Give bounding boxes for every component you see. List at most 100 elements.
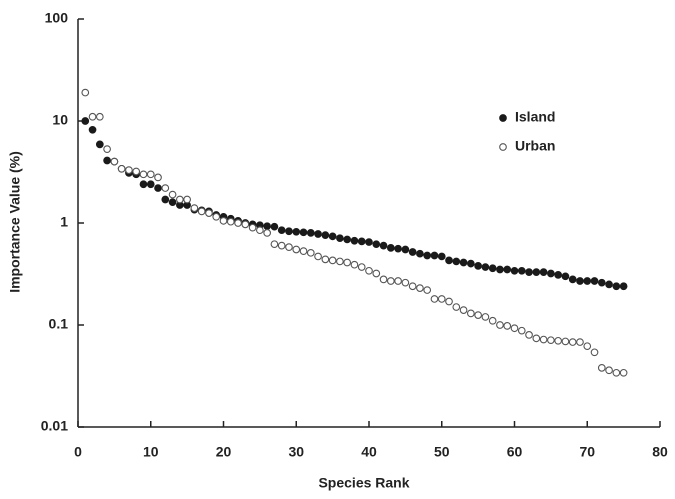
point (343, 258, 352, 267)
point (467, 309, 475, 318)
point (161, 195, 170, 204)
point (292, 227, 301, 236)
point (605, 280, 613, 289)
point (212, 212, 221, 221)
x-axis-label: Species Rank (318, 475, 409, 491)
point (161, 184, 170, 192)
point (590, 277, 599, 285)
point (103, 145, 111, 153)
point (197, 207, 206, 216)
point (125, 166, 133, 174)
point (416, 284, 424, 292)
y-tick-label: 100 (45, 10, 69, 26)
y-tick-label: 10 (52, 112, 68, 128)
y-tick-label: 0.1 (49, 316, 69, 332)
point (190, 204, 199, 212)
point (437, 252, 446, 261)
point (612, 282, 621, 291)
point (481, 313, 490, 321)
point (532, 268, 541, 276)
point (336, 257, 344, 266)
point (583, 277, 592, 285)
point (554, 271, 563, 279)
point (205, 209, 213, 217)
point (95, 140, 104, 149)
point (619, 368, 628, 377)
point (401, 245, 410, 254)
point (350, 236, 359, 245)
point (408, 282, 417, 291)
point (328, 256, 337, 265)
point (183, 195, 191, 204)
point (132, 167, 141, 176)
point (336, 234, 344, 243)
point (619, 282, 628, 291)
point (103, 156, 111, 165)
point (496, 321, 504, 329)
point (139, 170, 148, 179)
y-tick-label: 0.01 (41, 418, 68, 434)
point (95, 112, 104, 121)
point (496, 265, 504, 274)
point (394, 244, 402, 253)
point (554, 336, 563, 345)
point (452, 303, 461, 311)
point (117, 164, 126, 173)
x-tick-label: 40 (361, 444, 377, 460)
point (357, 263, 366, 271)
point (285, 243, 293, 251)
point (445, 297, 453, 306)
point (328, 232, 337, 241)
point (590, 348, 599, 357)
point (146, 170, 155, 179)
point (314, 252, 322, 261)
point (365, 266, 373, 275)
point (285, 227, 293, 236)
point (343, 235, 352, 244)
point (365, 238, 373, 246)
x-tick-label: 0 (74, 444, 82, 460)
point (532, 334, 541, 343)
point (81, 117, 90, 125)
point (416, 249, 424, 258)
point (292, 245, 301, 254)
legend-marker (499, 114, 507, 122)
point (176, 195, 184, 204)
point (423, 286, 432, 294)
point (168, 198, 177, 207)
point (568, 275, 577, 284)
point (547, 269, 555, 278)
point (459, 258, 468, 267)
point (270, 240, 279, 249)
point (576, 338, 584, 346)
point (597, 364, 606, 372)
point (445, 256, 453, 265)
point (408, 248, 417, 256)
point (430, 295, 439, 303)
point (597, 278, 606, 287)
point (299, 228, 308, 237)
point (481, 263, 490, 271)
point (539, 268, 548, 276)
y-tick-label: 1 (60, 214, 68, 230)
point (423, 251, 432, 260)
point (488, 264, 497, 273)
point (437, 295, 446, 303)
y-axis-label: Importance Value (%) (7, 151, 23, 293)
point (386, 277, 395, 285)
point (394, 277, 402, 285)
point (452, 257, 461, 266)
x-tick-label: 60 (507, 444, 523, 460)
point (263, 229, 272, 237)
x-tick-label: 80 (652, 444, 668, 460)
point (401, 278, 410, 287)
point (612, 368, 621, 377)
point (576, 277, 584, 285)
point (270, 222, 279, 231)
legend-label: Urban (515, 138, 555, 154)
legend-label: Island (515, 109, 555, 125)
point (139, 180, 148, 189)
point (372, 269, 381, 278)
point (314, 230, 322, 238)
